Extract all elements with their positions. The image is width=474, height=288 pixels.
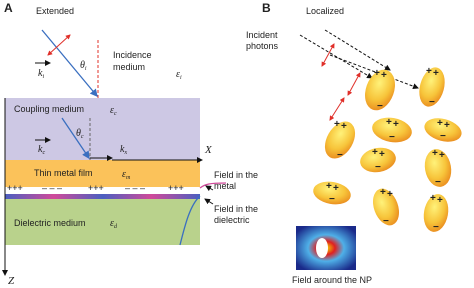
charge-sign: −	[435, 177, 441, 188]
charge: +++	[7, 183, 23, 193]
charge-sign: +	[437, 195, 443, 206]
charge-sign: −	[429, 97, 435, 108]
charge-sign: +	[326, 181, 332, 192]
charge-sign: +	[386, 117, 392, 128]
charge-sign: +	[372, 147, 378, 158]
label: Incident	[246, 30, 278, 40]
dielectric-layer	[5, 199, 200, 245]
label: dielectric	[214, 215, 250, 225]
symbol: εd	[110, 218, 118, 230]
nanoparticle	[365, 69, 395, 111]
charge-sign: +	[393, 119, 399, 130]
symbol: kc	[38, 144, 45, 156]
coupled-beam	[61, 117, 90, 160]
photon-arrow	[324, 29, 391, 71]
symbol: εi	[176, 69, 182, 81]
panel-b: B Localized Incident photons Field aroun…	[246, 1, 462, 285]
panel-title: Extended	[36, 6, 74, 16]
charge-sign: +	[381, 70, 387, 81]
panel-letter: B	[262, 1, 271, 15]
symbol: θi	[80, 60, 87, 72]
label: metal	[214, 181, 236, 191]
panel-a: A Extended θi ki Incidence medium εi Cou…	[2, 1, 258, 287]
nanoparticle	[424, 149, 452, 187]
charge-sign: −	[383, 216, 389, 227]
charge-sign: +	[374, 68, 380, 79]
charge: – – –	[42, 183, 62, 193]
photon-arrow	[299, 34, 373, 79]
metal-layer	[5, 160, 200, 187]
nanoparticle	[423, 194, 449, 232]
surface-field	[5, 194, 200, 199]
label: Thin metal film	[34, 168, 93, 178]
nanoparticle	[324, 121, 356, 159]
charge-sign: −	[337, 150, 343, 161]
label: medium	[113, 62, 145, 72]
coupling-layer	[5, 98, 200, 160]
nanoparticle	[372, 188, 400, 226]
nanoparticle	[372, 117, 412, 143]
label: Field in the	[214, 204, 258, 214]
charge-sign: +	[380, 187, 386, 198]
nanoparticle	[313, 181, 351, 205]
nanoparticle	[419, 67, 445, 107]
label: photons	[246, 41, 279, 51]
charge-sign: +	[333, 183, 339, 194]
charge-sign: +	[439, 150, 445, 161]
charge-sign: +	[379, 149, 385, 160]
polarization	[321, 43, 335, 67]
panel-title: Localized	[306, 6, 344, 16]
nanoparticle	[424, 118, 462, 142]
charge-sign: −	[389, 132, 395, 143]
charge: +++	[88, 183, 104, 193]
pointer	[204, 198, 214, 205]
symbol: kx	[120, 144, 127, 156]
panel-letter: A	[4, 1, 13, 15]
symbol: εm	[122, 169, 131, 181]
charge-sign: +	[387, 189, 393, 200]
charge-sign: +	[437, 118, 443, 129]
charge-sign: −	[329, 194, 335, 205]
metal-field-curve	[199, 182, 227, 189]
label: Incidence	[113, 50, 152, 60]
pointer	[205, 185, 214, 192]
charge: – – –	[125, 183, 145, 193]
polarization	[347, 72, 361, 96]
symbol: εc	[110, 105, 117, 117]
charge-sign: +	[334, 119, 340, 130]
label: Dielectric medium	[14, 218, 86, 228]
polarization	[47, 34, 71, 56]
inset-particle	[316, 238, 328, 258]
charge-sign: +	[432, 148, 438, 159]
polarization	[329, 97, 345, 121]
charge-sign: +	[426, 66, 432, 77]
label: Field in the	[214, 170, 258, 180]
charge-sign: +	[341, 121, 347, 132]
charge-sign: −	[377, 101, 383, 112]
axis-label: Z	[8, 275, 15, 287]
axis-label: X	[204, 144, 213, 156]
caption: Field around the NP	[292, 275, 372, 285]
charge-sign: −	[440, 131, 446, 142]
charge: +++	[168, 183, 184, 193]
incident-beam	[41, 29, 98, 97]
symbol: θc	[76, 128, 84, 140]
charge-sign: +	[444, 120, 450, 131]
photon-arrow	[329, 54, 419, 90]
dielectric-field-curve	[179, 195, 201, 246]
charge-sign: +	[433, 68, 439, 79]
nanoparticle	[360, 147, 396, 173]
label: Coupling medium	[14, 104, 84, 114]
charge-sign: −	[433, 222, 439, 233]
symbol: ki	[38, 68, 44, 80]
charge-sign: +	[430, 193, 436, 204]
charge-sign: −	[375, 162, 381, 173]
